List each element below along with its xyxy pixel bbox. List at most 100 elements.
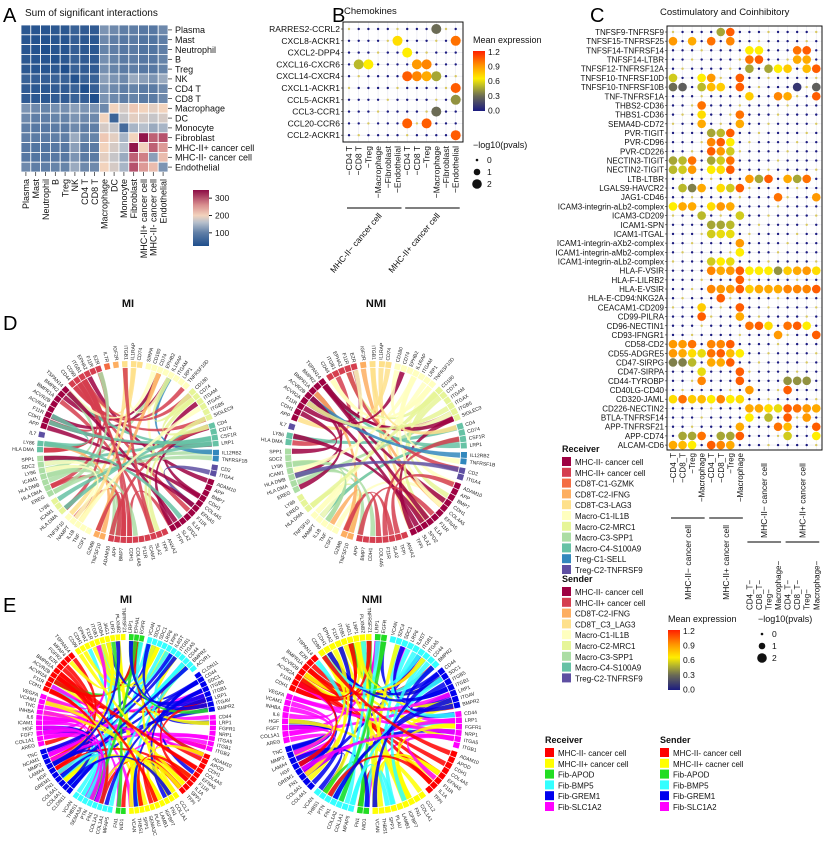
heatmap-cell	[138, 34, 149, 45]
dot	[690, 287, 694, 291]
chord-gene-label: ITGA5	[217, 737, 232, 745]
dot	[767, 214, 770, 217]
dot	[776, 140, 780, 144]
dot-significant	[716, 394, 726, 404]
heatmap-cell	[128, 142, 140, 153]
dot	[748, 443, 751, 447]
chord-sector-segment	[369, 361, 376, 368]
chord-sector-segment	[107, 806, 113, 813]
heatmap-cell	[99, 24, 110, 36]
dot-significant	[411, 59, 422, 70]
dot	[738, 30, 742, 34]
heatmap-cell	[147, 132, 159, 144]
heatmap-col-label: Treg	[60, 179, 70, 197]
chord-sector-segment	[453, 481, 462, 490]
dot	[444, 27, 448, 31]
heatmap-cell	[40, 103, 51, 114]
chord-gene-label: IL6ST	[416, 632, 428, 647]
dot	[671, 379, 675, 383]
heatmap-cell	[40, 63, 51, 75]
dot	[376, 51, 380, 54]
size-legend-label: 0	[772, 629, 777, 639]
chord-gene-label: EZR	[91, 354, 100, 366]
dot	[681, 232, 684, 236]
dot-significant	[697, 431, 706, 441]
row-label: APP-TNFRSF21	[605, 423, 665, 432]
dot-significant	[754, 321, 764, 331]
dot-significant	[402, 118, 413, 129]
dot	[415, 39, 419, 42]
chord-sector-segment	[134, 807, 140, 814]
dot	[786, 122, 789, 126]
legend-swatch	[562, 500, 571, 510]
heatmap-cell	[108, 112, 120, 124]
dot-significant	[697, 367, 706, 376]
dot	[690, 278, 694, 282]
dot	[710, 30, 713, 34]
legend-label: Fib-BMP5	[558, 781, 594, 790]
dot-significant	[697, 183, 706, 193]
heatmap-cell	[157, 132, 169, 144]
chord-gene-label: CD74	[219, 425, 233, 434]
dot	[786, 352, 789, 355]
dot-significant	[764, 413, 773, 422]
heatmap-cell	[99, 44, 110, 55]
chord-sector-segment	[73, 376, 81, 385]
dot	[776, 398, 780, 401]
dot	[757, 260, 761, 263]
heatmap-cell	[99, 63, 110, 75]
legend-swatch	[562, 597, 571, 607]
dot-significant	[773, 64, 783, 74]
chord-gene-label: VEGFA	[21, 688, 39, 699]
heatmap-row-label: MHC-II- cancer cell	[175, 153, 252, 163]
legend-swatch	[562, 543, 571, 553]
legend-label: MHC-II+ cacner cell	[673, 760, 744, 769]
dot-significant	[726, 137, 735, 147]
dot-significant	[735, 431, 745, 441]
chord-sector-segment	[84, 526, 93, 535]
dot	[690, 58, 694, 61]
chord-ribbon	[346, 371, 459, 472]
dot	[738, 443, 742, 447]
chord-sector-segment	[209, 720, 216, 725]
chord-gene-label: LRP5	[169, 632, 181, 646]
dot-significant	[745, 46, 754, 55]
chord-sector-segment	[417, 648, 426, 657]
chord-gene-label: VCAN	[147, 621, 157, 636]
colorbar-tick-label: 200	[215, 210, 229, 220]
dot-significant	[792, 404, 802, 413]
heatmap-cell	[138, 44, 149, 55]
plot-frame	[342, 21, 464, 143]
chord-sector-segment	[318, 791, 327, 800]
dot	[435, 39, 438, 42]
chord-gene-label: PTN	[317, 804, 327, 816]
chord-gene-label: ITGA5	[463, 738, 478, 746]
chord-gene-label: AREG	[21, 743, 36, 752]
legend-swatch	[562, 489, 571, 499]
dot-significant	[745, 284, 754, 294]
dot	[786, 49, 789, 52]
heatmap-cell	[118, 34, 130, 45]
chord-sector-segment	[439, 391, 448, 400]
chord-sector-segment	[194, 671, 202, 679]
dot	[690, 131, 694, 135]
dot	[396, 98, 399, 102]
chord-sector-segment	[205, 695, 213, 703]
chord-gene-label: ADAM10	[102, 545, 112, 566]
dot-significant	[726, 358, 735, 367]
dot	[719, 388, 722, 392]
heatmap-cell	[89, 83, 100, 95]
dot	[671, 416, 675, 419]
chord-sector-segment	[61, 385, 70, 394]
colorbar-tick-label: 0.6	[683, 655, 695, 665]
chord-sector-segment	[91, 801, 99, 809]
dot	[690, 324, 694, 327]
chord-gene-label: COL1A2	[88, 813, 100, 833]
dot-significant	[783, 413, 792, 422]
dot-significant	[811, 330, 821, 340]
dot	[710, 297, 713, 300]
dot-significant	[706, 137, 716, 147]
dot	[425, 110, 428, 113]
dot-significant	[431, 24, 442, 34]
